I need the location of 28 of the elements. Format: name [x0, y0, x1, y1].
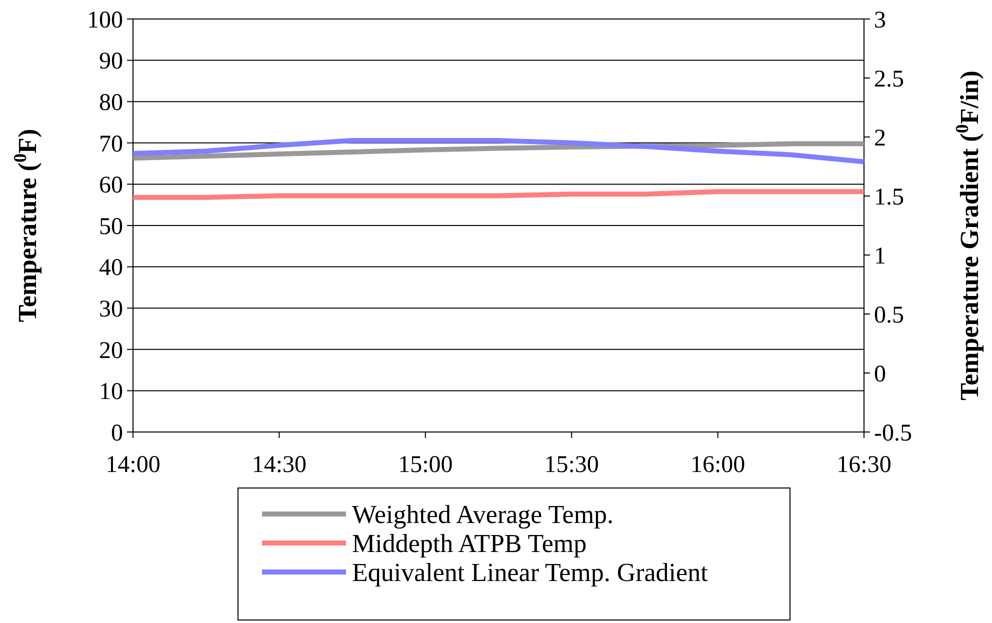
- x-tick-label: 15:00: [398, 452, 453, 478]
- y2-tick-label: 2: [874, 125, 886, 152]
- x-tick-label: 14:00: [106, 452, 160, 478]
- y-tick-label: 70: [99, 131, 123, 158]
- y-tick-label: 10: [99, 379, 123, 406]
- legend-label: Equivalent Linear Temp. Gradient: [352, 558, 709, 588]
- y2-tick-label: 1.5: [874, 184, 904, 210]
- y2-tick-label: -0.5: [874, 420, 912, 446]
- y-tick-label: 100: [87, 7, 123, 34]
- y2-tick-label: 2.5: [874, 66, 904, 92]
- legend-label: Middepth ATPB Temp: [352, 529, 587, 558]
- y-tick-label: 60: [99, 172, 123, 199]
- y-tick-label: 80: [99, 90, 123, 116]
- y2-tick-label: 3: [874, 7, 886, 34]
- y-tick-label: 40: [99, 255, 123, 282]
- x-tick-label: 15:30: [544, 452, 599, 478]
- legend-label: Weighted Average Temp.: [352, 500, 614, 530]
- x-tick-label: 16:00: [690, 452, 746, 478]
- y2-tick-label: 1: [874, 243, 886, 270]
- y-tick-label: 50: [99, 214, 123, 240]
- y-tick-label: 20: [99, 338, 123, 364]
- x-tick-label: 14:30: [252, 452, 307, 478]
- y-tick-label: 0: [111, 420, 123, 446]
- y-tick-label: 90: [99, 48, 123, 75]
- x-tick-label: 16:30: [836, 452, 892, 478]
- y2-tick-label: 0.5: [874, 302, 904, 328]
- y-tick-label: 30: [99, 296, 123, 322]
- y2-tick-label: 0: [874, 361, 886, 388]
